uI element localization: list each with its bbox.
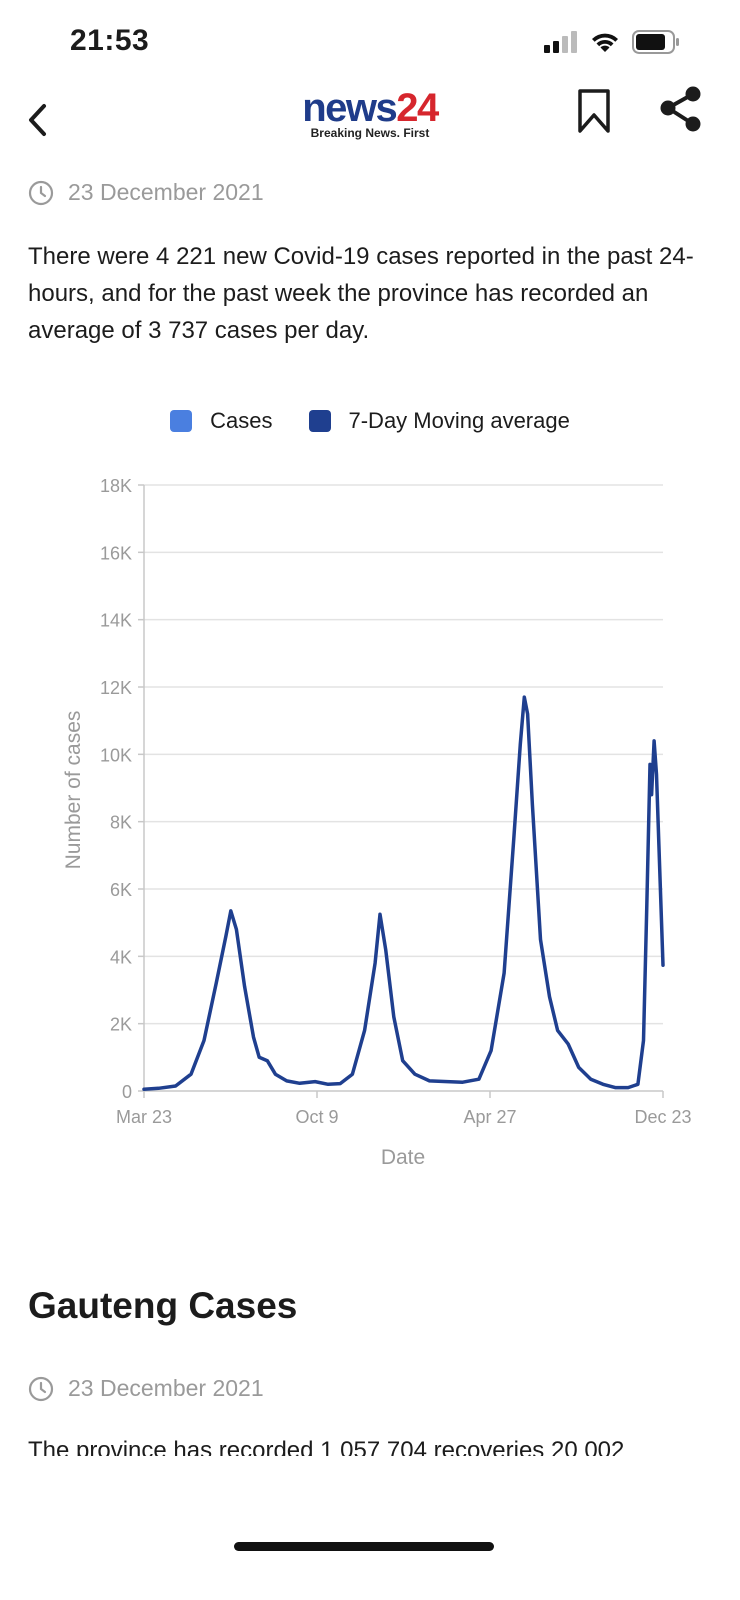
x-tick-label: Dec 23 xyxy=(634,1107,691,1127)
home-indicator[interactable] xyxy=(234,1542,494,1551)
x-tick-labels: Mar 23 Oct 9 Apr 27 Dec 23 xyxy=(116,1091,692,1127)
legend-swatch-moving-average xyxy=(308,410,331,432)
y-tick-labels: 0 2K 4K 6K 8K 10K 12K 14K 16K 18K xyxy=(100,476,132,1102)
nav-bar: news24 Breaking News. First xyxy=(0,80,740,160)
y-tick-label: 0 xyxy=(122,1082,132,1102)
y-tick-label: 8K xyxy=(110,813,132,833)
y-tick-label: 6K xyxy=(110,880,132,900)
status-icons xyxy=(544,30,680,54)
y-tick-label: 12K xyxy=(100,678,132,698)
series-line-moving-average xyxy=(142,695,665,1092)
share-button[interactable] xyxy=(658,84,704,134)
news24-logo[interactable]: news24 Breaking News. First xyxy=(290,86,450,140)
y-tick-label: 2K xyxy=(110,1015,132,1035)
section-paragraph: The province has recorded 1 057 704 reco… xyxy=(28,1437,625,1456)
logo-word: news xyxy=(302,86,398,130)
bookmark-icon xyxy=(578,89,610,133)
section-date-text: 23 December 2021 xyxy=(68,1375,264,1401)
y-tick-label: 10K xyxy=(100,745,132,765)
y-tick-label: 16K xyxy=(100,543,132,563)
logo-tagline: Breaking News. First xyxy=(310,126,430,140)
x-axis-title: Date xyxy=(381,1146,425,1169)
cases-chart[interactable]: 0 2K 4K 6K 8K 10K 12K 14K 16K 18K Mar 23 Oct 9 Apr … xyxy=(0,460,740,1200)
legend-label-moving-average: 7-Day Moving average xyxy=(348,408,570,433)
clock-icon xyxy=(28,1376,54,1401)
article-paragraph: There were 4 221 new Covid-19 cases repo… xyxy=(28,243,694,344)
x-tick-label: Mar 23 xyxy=(116,1107,172,1127)
share-icon xyxy=(660,86,701,132)
chart-series xyxy=(142,695,665,1092)
chart-grid xyxy=(138,484,663,1092)
article-date: 23 December 2021 xyxy=(28,179,264,206)
status-bar: 21:53 xyxy=(0,0,740,80)
chart-legend: Cases 7-Day Moving average xyxy=(0,408,740,434)
y-tick-label: 4K xyxy=(110,947,132,967)
clock-icon xyxy=(28,180,54,205)
section-date: 23 December 2021 xyxy=(28,1375,264,1402)
chevron-left-icon xyxy=(29,104,46,136)
logo-number: 24 xyxy=(396,86,439,130)
wifi-icon xyxy=(592,33,618,52)
cellular-signal-icon xyxy=(544,31,577,53)
bookmark-button[interactable] xyxy=(576,88,612,134)
legend-item-cases[interactable]: Cases xyxy=(170,408,273,434)
back-button[interactable] xyxy=(20,100,60,140)
y-tick-label: 14K xyxy=(100,611,132,631)
y-axis-title: Number of cases xyxy=(62,711,85,870)
x-tick-label: Apr 27 xyxy=(463,1107,516,1127)
status-time: 21:53 xyxy=(70,24,150,57)
section-title: Gauteng Cases xyxy=(28,1285,298,1326)
article-date-text: 23 December 2021 xyxy=(68,179,264,205)
legend-swatch-cases xyxy=(170,410,193,432)
battery-icon xyxy=(632,30,679,54)
y-tick-label: 18K xyxy=(100,476,132,496)
legend-label-cases: Cases xyxy=(210,408,273,433)
legend-item-moving-average[interactable]: 7-Day Moving average xyxy=(308,408,570,434)
x-tick-label: Oct 9 xyxy=(295,1107,338,1127)
